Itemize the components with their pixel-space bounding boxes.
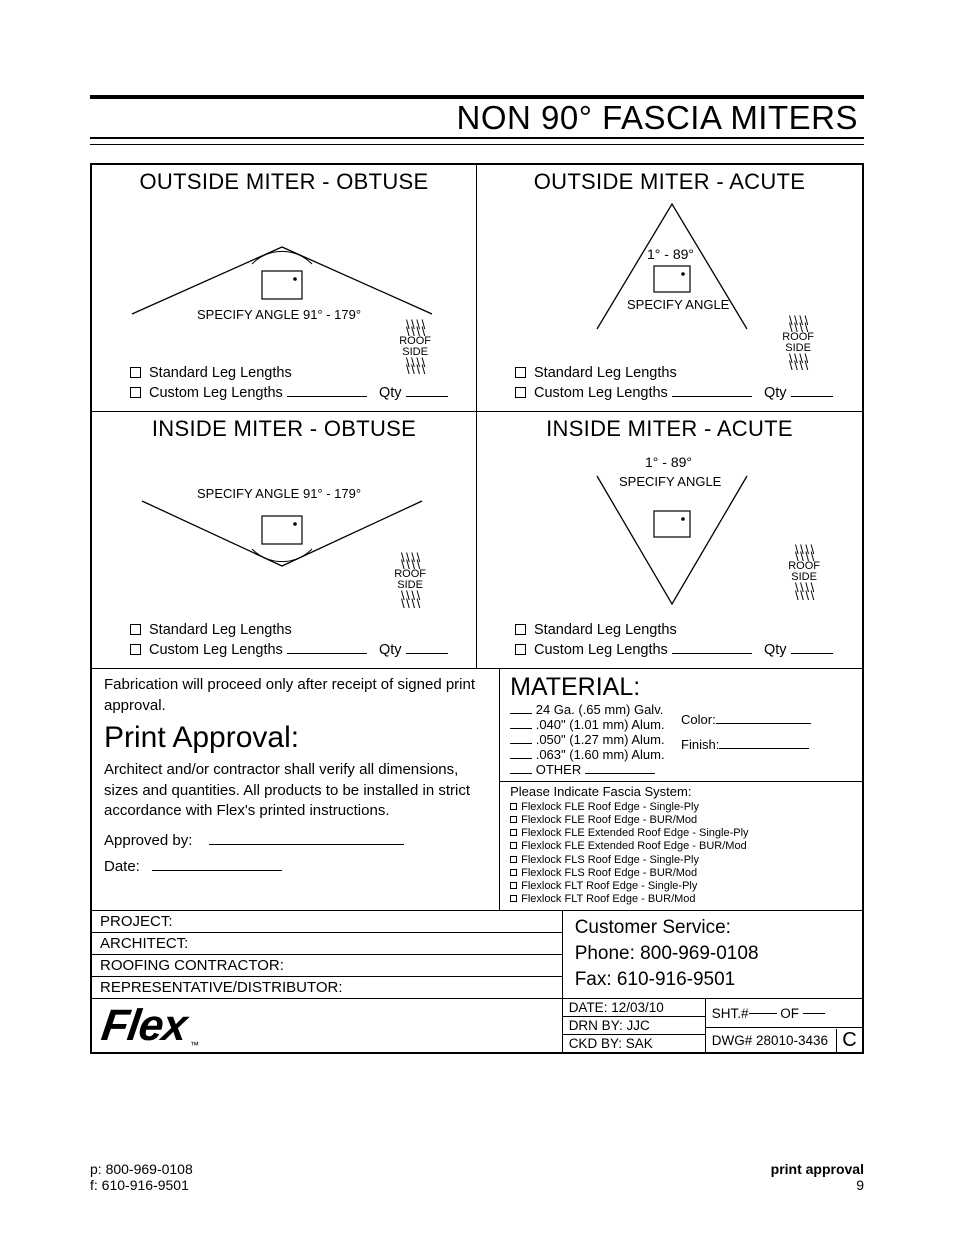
spec-label: SPECIFY ANGLE 91° - 179° xyxy=(197,307,361,322)
spec-label: SPECIFY ANGLE xyxy=(627,297,729,312)
fascia-checkbox[interactable] xyxy=(510,816,517,823)
material-option-input[interactable] xyxy=(510,773,532,774)
cell-title: OUTSIDE MITER - OBTUSE xyxy=(102,169,466,195)
checkbox-custom-leg[interactable] xyxy=(515,387,526,398)
custom-leg-input[interactable] xyxy=(672,653,752,654)
material-option-input[interactable] xyxy=(510,743,532,744)
material-block: MATERIAL: 24 Ga. (.65 mm) Galv. .040" (1… xyxy=(500,669,862,782)
drawing-frame: OUTSIDE MITER - OBTUSE SPECIFY ANGLE 91°… xyxy=(90,163,864,1054)
meta-rev: C xyxy=(836,1029,862,1052)
cell-title: INSIDE MITER - OBTUSE xyxy=(102,416,466,442)
fascia-item: Flexlock FLT Roof Edge - BUR/Mod xyxy=(521,893,695,905)
flex-logo: Flex xyxy=(99,1004,189,1048)
meta-drn: DRN BY: JJC xyxy=(563,1017,705,1035)
other-input[interactable] xyxy=(585,773,655,774)
qty-input[interactable] xyxy=(791,653,833,654)
color-input[interactable] xyxy=(716,723,811,724)
checkbox-std-leg[interactable] xyxy=(515,624,526,635)
approved-by-label: Approved by: xyxy=(104,832,192,849)
fascia-checkbox[interactable] xyxy=(510,856,517,863)
meta-date: DATE: 12/03/10 xyxy=(563,999,705,1017)
fascia-item: Flexlock FLS Roof Edge - Single-Ply xyxy=(521,854,699,866)
customer-service: Customer Service: Phone: 800-969-0108 Fa… xyxy=(562,911,862,998)
material-heading: MATERIAL: xyxy=(510,673,852,702)
cell-title: INSIDE MITER - ACUTE xyxy=(487,416,852,442)
service-heading: Customer Service: xyxy=(575,915,850,941)
fascia-item: Flexlock FLE Roof Edge - BUR/Mod xyxy=(521,814,697,826)
checkbox-custom-leg[interactable] xyxy=(130,387,141,398)
approval-note: Fabrication will proceed only after rece… xyxy=(104,675,487,716)
fascia-checkbox[interactable] xyxy=(510,842,517,849)
service-phone: Phone: 800-969-0108 xyxy=(575,941,850,967)
fascia-checkbox[interactable] xyxy=(510,803,517,810)
approved-by-input[interactable] xyxy=(209,844,404,845)
fascia-block: Please Indicate Fascia System: Flexlock … xyxy=(500,782,862,910)
cell-title: OUTSIDE MITER - ACUTE xyxy=(487,169,852,195)
footer-phone: p: 800-969-0108 xyxy=(90,1161,193,1177)
custom-leg-input[interactable] xyxy=(287,396,367,397)
date-input[interactable] xyxy=(152,870,282,871)
date-label: Date: xyxy=(104,858,140,875)
material-option-input[interactable] xyxy=(510,713,532,714)
qty-input[interactable] xyxy=(791,396,833,397)
titleblock-meta: DATE: 12/03/10 DRN BY: JJC CKD BY: SAK S… xyxy=(562,999,862,1052)
sheet-total-input[interactable] xyxy=(803,1013,825,1014)
fascia-item: Flexlock FLT Roof Edge - Single-Ply xyxy=(521,880,697,892)
project-info: PROJECT: ARCHITECT: ROOFING CONTRACTOR: … xyxy=(92,911,562,998)
cell-inside-acute: INSIDE MITER - ACUTE 1° - 89° SPECIFY AN… xyxy=(477,412,862,669)
print-approval-block: Fabrication will proceed only after rece… xyxy=(92,669,500,910)
roofing-contractor-label: ROOFING CONTRACTOR: xyxy=(100,957,284,974)
fascia-checkbox[interactable] xyxy=(510,829,517,836)
spec-label: SPECIFY ANGLE 91° - 179° xyxy=(197,486,361,501)
title-block: NON 90° FASCIA MITERS xyxy=(90,95,864,145)
checkbox-std-leg[interactable] xyxy=(130,624,141,635)
angle-label: 1° - 89° xyxy=(645,454,692,470)
footer-page: 9 xyxy=(771,1177,864,1193)
footer-fax: f: 610-916-9501 xyxy=(90,1177,193,1193)
qty-input[interactable] xyxy=(406,396,448,397)
cell-outside-acute: OUTSIDE MITER - ACUTE 1° - 89° SPECIFY A… xyxy=(477,165,862,412)
meta-dwg: DWG# 28010-3436 xyxy=(706,1031,836,1050)
spec-label: SPECIFY ANGLE xyxy=(619,474,721,489)
cell-outside-obtuse: OUTSIDE MITER - OBTUSE SPECIFY ANGLE 91°… xyxy=(92,165,477,412)
meta-ckd: CKD BY: SAK xyxy=(563,1035,705,1052)
checkbox-custom-leg[interactable] xyxy=(130,644,141,655)
fascia-item: Flexlock FLE Roof Edge - Single-Ply xyxy=(521,801,699,813)
representative-label: REPRESENTATIVE/DISTRIBUTOR: xyxy=(100,979,343,996)
sheet-num-input[interactable] xyxy=(749,1013,777,1014)
project-label: PROJECT: xyxy=(100,913,173,930)
footer-label: print approval xyxy=(771,1161,864,1177)
fascia-item: Flexlock FLS Roof Edge - BUR/Mod xyxy=(521,867,697,879)
service-fax: Fax: 610-916-9501 xyxy=(575,967,850,993)
approval-body: Architect and/or contractor shall verify… xyxy=(104,760,487,821)
qty-input[interactable] xyxy=(406,653,448,654)
checkbox-custom-leg[interactable] xyxy=(515,644,526,655)
fascia-heading: Please Indicate Fascia System: xyxy=(510,784,852,800)
finish-input[interactable] xyxy=(719,748,809,749)
material-option-input[interactable] xyxy=(510,758,532,759)
custom-leg-input[interactable] xyxy=(287,653,367,654)
page-title: NON 90° FASCIA MITERS xyxy=(457,99,858,137)
fascia-checkbox[interactable] xyxy=(510,869,517,876)
architect-label: ARCHITECT: xyxy=(100,935,188,952)
fascia-item: Flexlock FLE Extended Roof Edge - Single… xyxy=(521,827,748,839)
cell-inside-obtuse: INSIDE MITER - OBTUSE SPECIFY ANGLE 91° … xyxy=(92,412,477,669)
fascia-item: Flexlock FLE Extended Roof Edge - BUR/Mo… xyxy=(521,840,747,852)
custom-leg-input[interactable] xyxy=(672,396,752,397)
fascia-checkbox[interactable] xyxy=(510,895,517,902)
fascia-checkbox[interactable] xyxy=(510,882,517,889)
approval-heading: Print Approval: xyxy=(104,718,487,759)
angle-label: 1° - 89° xyxy=(647,246,694,262)
page-footer: p: 800-969-0108 f: 610-916-9501 print ap… xyxy=(90,1161,864,1193)
material-option-input[interactable] xyxy=(510,728,532,729)
